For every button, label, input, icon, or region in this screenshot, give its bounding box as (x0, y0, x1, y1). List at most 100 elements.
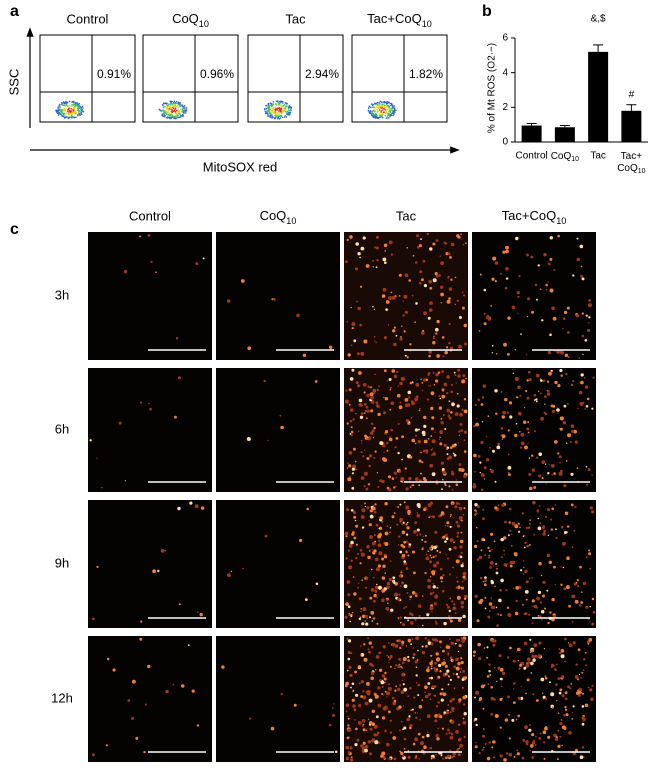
fluorescent-spot (415, 443, 417, 445)
fluorescent-spot (451, 472, 454, 475)
fluorescent-spot (434, 432, 435, 433)
fluorescent-spot (502, 438, 504, 440)
event-dot (384, 109, 386, 111)
fluorescent-spot (551, 405, 554, 408)
fluorescent-spot (437, 716, 439, 718)
fluorescent-spot (563, 567, 564, 568)
fluorescent-spot (567, 331, 570, 334)
fluorescent-spot (446, 346, 448, 348)
fluorescent-spot (374, 692, 375, 693)
fluorescent-spot (459, 644, 462, 647)
fluorescent-spot (438, 515, 441, 518)
fluorescent-spot (441, 662, 445, 666)
fluorescent-spot (543, 380, 546, 383)
fluorescent-spot (413, 255, 415, 257)
fluorescent-spot (455, 612, 457, 614)
fluorescent-spot (383, 694, 384, 695)
fluorescent-spot (439, 715, 442, 718)
fluorescent-spot (505, 287, 508, 290)
fluorescent-spot (441, 395, 445, 399)
fluorescent-spot (388, 687, 392, 691)
event-dot (269, 111, 271, 113)
fluorescent-spot (405, 506, 409, 510)
fluorescent-spot (546, 289, 548, 291)
fluorescent-spot (536, 299, 538, 301)
fluorescent-spot (369, 483, 370, 484)
fluorescent-spot (519, 395, 521, 397)
fluorescent-spot (265, 535, 268, 538)
event-dot (379, 103, 381, 105)
fluorescent-spot (423, 508, 426, 511)
fluorescent-spot (377, 597, 378, 598)
fluorescent-spot (428, 372, 431, 375)
fluorescent-spot (448, 276, 450, 278)
fluorescent-spot (515, 612, 519, 616)
fluorescent-spot (431, 611, 432, 612)
percent-label: 1.82% (409, 67, 443, 81)
fluorescent-spot (366, 506, 369, 509)
fluorescent-spot (447, 558, 449, 560)
fluorescent-spot (505, 589, 507, 591)
fluorescent-spot (448, 684, 450, 686)
fluorescent-spot (360, 611, 361, 612)
fluorescent-spot (572, 546, 574, 548)
fluorescent-spot (407, 555, 409, 557)
event-dot (380, 101, 382, 103)
fluorescent-spot (403, 295, 407, 299)
event-dot (386, 109, 388, 111)
fluorescent-spot (354, 671, 357, 674)
fluorescent-spot (355, 413, 356, 414)
fluorescent-spot (350, 408, 354, 412)
fluorescent-spot (431, 391, 435, 395)
fluorescent-spot (441, 581, 443, 583)
fluorescent-spot (555, 584, 556, 585)
fluorescent-spot (441, 302, 442, 303)
fluorescent-spot (452, 607, 456, 611)
fluorescent-spot (401, 523, 403, 525)
fluorescent-spot (360, 562, 362, 564)
panel-label: c (10, 221, 19, 238)
fluorescent-spot (436, 734, 439, 737)
fluorescent-spot (396, 335, 398, 337)
fluorescent-spot (395, 664, 397, 666)
panel-label: b (482, 3, 492, 20)
fluorescent-spot (372, 306, 374, 308)
event-dot (271, 114, 273, 116)
fluorescent-spot (500, 614, 502, 616)
fluorescent-spot (495, 563, 497, 565)
fluorescent-spot (358, 721, 362, 725)
fluorescent-spot (579, 391, 583, 395)
fluorescent-spot (410, 382, 413, 385)
event-dot (269, 113, 271, 115)
event-dot (290, 108, 292, 110)
fluorescent-spot (355, 520, 356, 521)
fluorescent-spot (428, 438, 429, 439)
event-dot (389, 111, 391, 113)
fluorescent-spot (352, 699, 355, 702)
fluorescent-spot (416, 395, 419, 398)
event-dot (174, 118, 176, 120)
fluorescent-spot (351, 345, 353, 347)
fluorescent-spot (456, 382, 457, 383)
fluorescent-spot (524, 407, 525, 408)
fluorescent-spot (527, 297, 530, 300)
fluorescent-spot (564, 706, 566, 708)
fluorescent-spot (400, 617, 402, 619)
fluorescent-spot (409, 595, 412, 598)
fluorescent-spot (345, 260, 348, 263)
event-dot (266, 113, 268, 115)
fluorescent-spot (348, 464, 351, 467)
fluorescent-spot (489, 447, 491, 449)
fluorescent-spot (493, 566, 494, 567)
fluorescent-spot (485, 608, 487, 610)
fluorescent-spot (391, 292, 393, 294)
fluorescent-spot (568, 605, 571, 608)
fluorescent-spot (360, 416, 363, 419)
fluorescent-spot (431, 668, 433, 670)
fluorescent-spot (517, 385, 521, 389)
fluorescent-spot (404, 330, 406, 332)
event-dot (282, 110, 284, 112)
fluorescent-spot (389, 438, 393, 442)
fluorescent-spot (388, 324, 389, 325)
fluorescent-spot (422, 330, 424, 332)
